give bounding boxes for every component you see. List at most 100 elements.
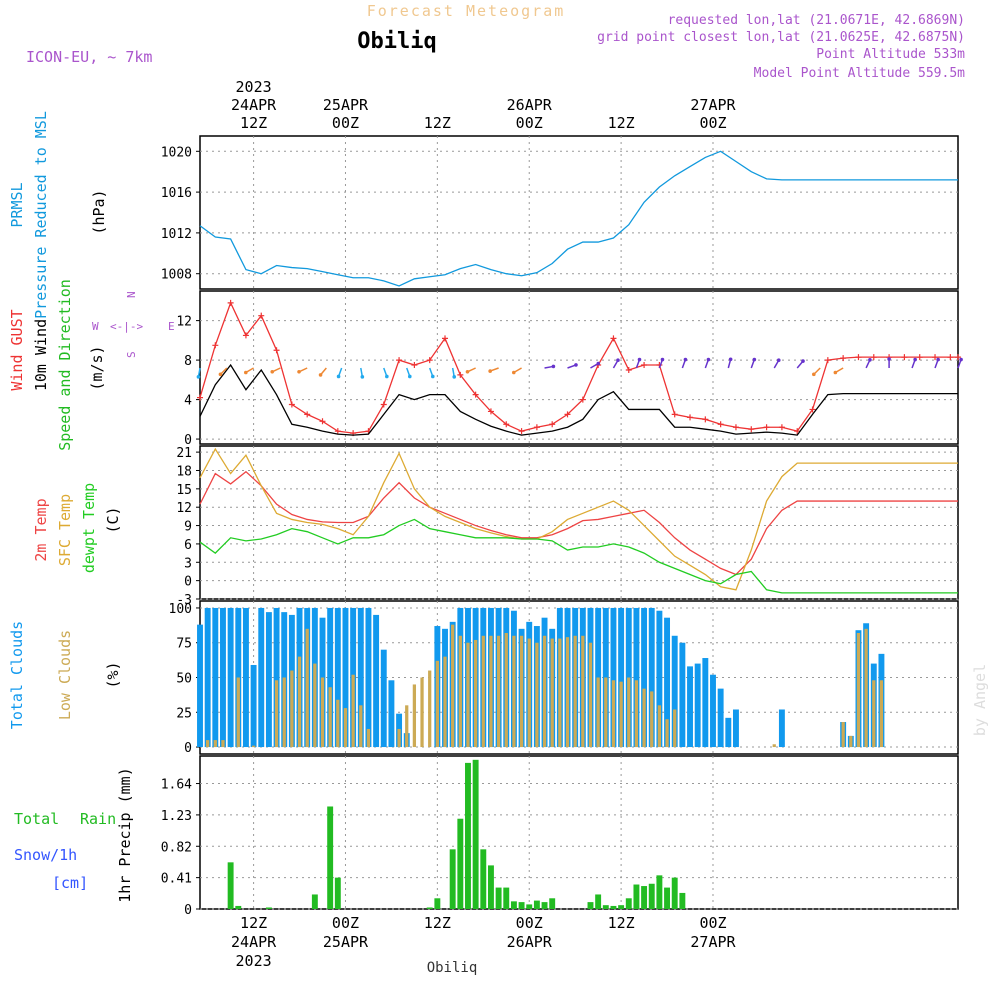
wind-direction-head — [596, 361, 601, 366]
bar-4-0 — [495, 887, 502, 909]
y-tick-label: 9 — [184, 520, 192, 535]
bar-4-0 — [648, 883, 655, 909]
wind-direction-head — [318, 373, 323, 377]
wind-direction-head — [244, 370, 248, 375]
series-line-0-0 — [199, 150, 958, 287]
gust-marker — [932, 354, 939, 361]
bar-3-0 — [733, 709, 739, 748]
bar-4-0 — [426, 907, 433, 909]
wind-direction-head — [218, 372, 223, 377]
bar-4-0 — [334, 877, 341, 909]
bar-3-0 — [365, 607, 372, 748]
gust-marker — [625, 366, 632, 373]
bar-3-0 — [618, 607, 625, 748]
y-tick-label: 18 — [176, 464, 192, 479]
bar-4-0 — [235, 905, 242, 909]
wind-direction-head — [660, 357, 665, 362]
bar-3-1 — [657, 705, 662, 748]
panel-0: 1008 1012 1016 1020 — [161, 135, 959, 290]
bottom-axis-label: 12Z — [424, 914, 451, 932]
rain-label-total: Total — [14, 810, 59, 828]
y-tick-label: 1012 — [161, 227, 192, 242]
y-tick-label: 12 — [176, 315, 192, 330]
bottom-axis-label: 24APR — [231, 933, 277, 951]
p1-label-2: Speed and Direction — [56, 279, 74, 451]
y-tick-label: 1008 — [161, 268, 192, 283]
gust-marker — [809, 406, 816, 413]
bar-3-1 — [428, 670, 432, 748]
bar-3-0 — [265, 612, 272, 748]
bar-4-0 — [633, 884, 640, 909]
gust-marker — [227, 299, 234, 306]
top-axis-label: 25APR — [323, 96, 369, 114]
gust-marker — [564, 411, 571, 418]
requested-coords: requested lon,lat (21.0671E, 42.6869N) — [668, 13, 965, 28]
bottom-axis-label: 26APR — [507, 933, 553, 951]
bar-4-0 — [518, 902, 525, 909]
gust-marker — [273, 347, 280, 354]
bottom-axis-label: 2023 — [236, 952, 272, 970]
bar-3-1 — [627, 677, 631, 748]
y-tick-label: -3 — [176, 593, 192, 608]
panel-4: 0 0.41 0.82 1.23 1.64 — [161, 755, 959, 918]
bar-3-1 — [665, 719, 669, 748]
gust-marker — [955, 354, 961, 361]
y-tick-label: 15 — [176, 483, 192, 498]
wind-direction-head — [683, 357, 688, 362]
gust-marker — [794, 428, 801, 435]
bar-3-1 — [420, 677, 424, 748]
wind-direction-head — [270, 369, 275, 374]
gust-marker — [870, 354, 877, 361]
bar-4-0 — [671, 877, 678, 909]
bar-3-1 — [527, 638, 531, 748]
bar-4-0 — [311, 894, 318, 909]
bar-3-0 — [380, 649, 387, 748]
gust-marker — [610, 335, 617, 342]
bottom-axis-label: 25APR — [323, 933, 369, 951]
bar-3-0 — [710, 674, 716, 748]
wind-direction-head — [452, 375, 457, 379]
bottom-axis-label: 12Z — [240, 914, 267, 932]
gust-marker — [641, 362, 648, 369]
watermark: by Angel — [971, 664, 989, 736]
gust-marker — [197, 394, 203, 401]
bar-4-0 — [449, 849, 456, 909]
wind-direction-head — [360, 375, 365, 379]
model-label: ICON-EU, ~ 7km — [26, 48, 152, 66]
bar-3-0 — [273, 607, 280, 748]
wind-direction-head — [868, 358, 872, 362]
wind-direction-head — [728, 357, 733, 362]
wind-direction-head — [706, 357, 711, 362]
compass-arrows: <-|-> — [110, 320, 143, 333]
y-tick-label: 21 — [176, 446, 192, 461]
gust-marker — [288, 401, 295, 408]
gust-marker — [579, 396, 586, 403]
y-tick-label: 1.64 — [161, 778, 192, 793]
gust-marker — [258, 312, 265, 319]
y-tick-label: 0.41 — [161, 872, 192, 887]
y-tick-label: 4 — [184, 394, 192, 409]
bar-4-0 — [664, 887, 671, 909]
bar-4-0 — [480, 849, 487, 909]
p1-label-3: (m/s) — [88, 345, 106, 390]
bar-3-1 — [435, 660, 439, 748]
y-tick-label: 6 — [184, 538, 192, 553]
bottom-axis-label: 00Z — [332, 914, 359, 932]
wind-direction-head — [887, 357, 891, 361]
bar-3-0 — [633, 607, 640, 748]
bar-3-1 — [366, 728, 371, 748]
bar-4-0 — [595, 894, 602, 909]
bar-3-0 — [242, 607, 249, 748]
bar-3-0 — [227, 607, 234, 748]
y-tick-label: 8 — [184, 354, 192, 369]
gust-marker — [472, 391, 479, 398]
y-tick-label: 0 — [184, 741, 192, 756]
gust-marker — [840, 355, 847, 362]
bottom-axis-label: 00Z — [699, 914, 726, 932]
gust-marker — [748, 426, 755, 433]
bar-3-0 — [212, 607, 219, 748]
p0-label-2: (hPa) — [90, 189, 108, 234]
snow-label: Snow/1h — [14, 846, 77, 864]
bar-3-1 — [397, 728, 401, 748]
